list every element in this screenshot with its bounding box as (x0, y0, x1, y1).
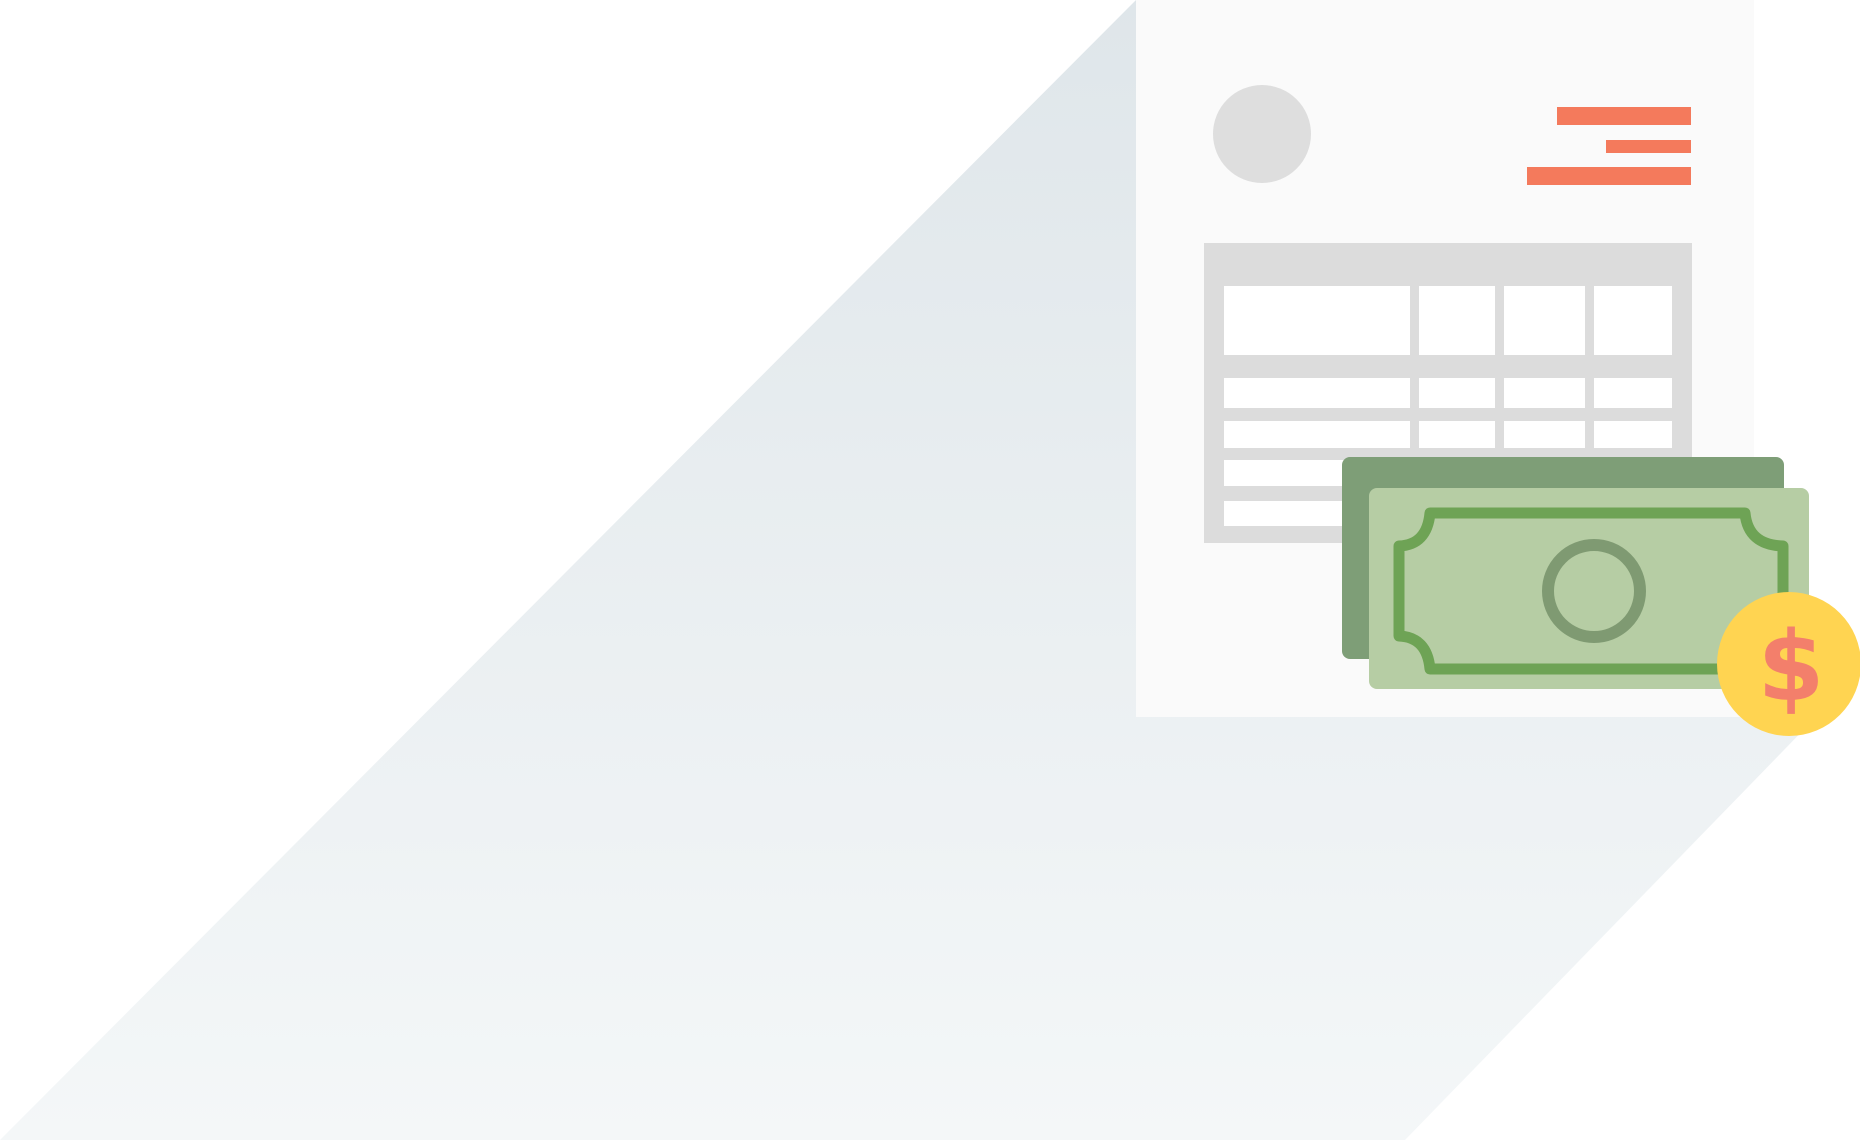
table-cell-r2-c1 (1224, 378, 1410, 408)
table-cell-r3-c1 (1224, 421, 1410, 448)
accent-line-middle (1606, 140, 1691, 153)
table-cell-r3-c3 (1504, 421, 1585, 448)
coin-dollar-symbol: $ (1758, 611, 1825, 723)
table-cell-r1-c4 (1594, 286, 1672, 355)
table-cell-r1-c1 (1224, 286, 1410, 355)
diagonal-shadow (0, 0, 1818, 1140)
table-cell-r2-c3 (1504, 378, 1585, 408)
accent-line-top (1557, 107, 1691, 125)
coin-body (1717, 592, 1860, 736)
header-accent-lines (1527, 107, 1691, 185)
accent-line-bottom (1527, 167, 1691, 185)
cash-bills (1342, 457, 1809, 689)
table-cell-r2-c2 (1419, 378, 1495, 408)
avatar-placeholder-icon (1213, 85, 1311, 183)
table-cell-r1-c2 (1419, 286, 1495, 355)
table-cell-r2-c4 (1594, 378, 1672, 408)
dollar-coin-icon: $ (1717, 592, 1860, 736)
circle-seal-icon (1542, 539, 1646, 643)
table-cell-r1-c3 (1504, 286, 1585, 355)
table-cell-r3-c2 (1419, 421, 1495, 448)
table-cell-r3-c4 (1594, 421, 1672, 448)
front-bill (1369, 488, 1809, 689)
